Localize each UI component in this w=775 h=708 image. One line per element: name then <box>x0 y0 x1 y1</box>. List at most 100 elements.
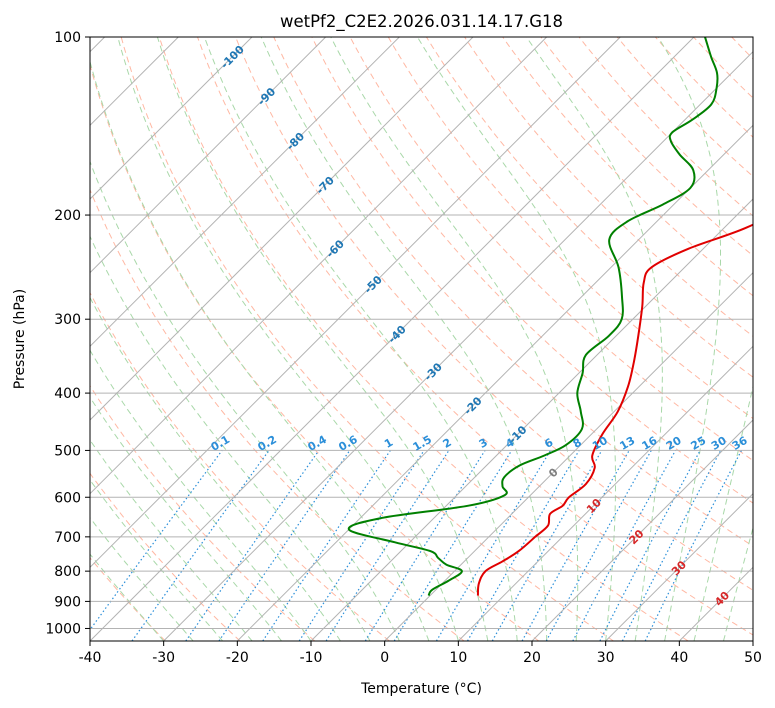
dry-adiabat <box>464 37 753 337</box>
moist-adiabat <box>90 59 430 641</box>
x-tick-label: -40 <box>79 650 102 666</box>
mixing-ratio-line <box>599 450 701 641</box>
dry-adiabat <box>235 37 753 591</box>
dry-adiabat <box>197 37 753 636</box>
mixing-ratio-line <box>185 450 320 641</box>
isotherm-label: -100 <box>218 43 247 72</box>
x-tick-label: 0 <box>380 650 389 666</box>
moist-adiabat <box>90 553 165 641</box>
moist-adiabat <box>203 37 518 641</box>
dry-adiabats <box>90 37 753 641</box>
isotherm-label: 0 <box>546 465 561 480</box>
isotherm-line <box>90 37 400 348</box>
dewpoint-profile-line <box>347 37 719 597</box>
isotherms <box>90 37 753 641</box>
x-tick-label: 50 <box>744 650 762 666</box>
isotherm-line <box>457 345 753 641</box>
moist-adiabat <box>156 37 489 641</box>
moist-adiabat <box>416 37 616 641</box>
mixing-ratio-lines <box>90 450 743 641</box>
y-axis-label: Pressure (hPa) <box>12 289 28 389</box>
isotherm-line <box>90 37 621 569</box>
moist-adiabat <box>90 235 371 641</box>
isotherm-line <box>90 37 695 641</box>
x-tick-label: 10 <box>449 650 467 666</box>
chart-title: wetPf2_C2E2.2026.031.14.17.G18 <box>280 12 563 32</box>
mixing-ratio-line <box>90 450 223 631</box>
isotherm-label: -60 <box>324 237 347 260</box>
y-tick-label: 600 <box>54 490 81 506</box>
x-tick-label: -10 <box>300 650 323 666</box>
isotherm-line <box>236 124 753 641</box>
y-tick-label: 700 <box>54 530 81 546</box>
dry-adiabat <box>273 37 753 547</box>
mixing-ratio-line <box>325 450 450 641</box>
y-tick-label: 1000 <box>45 621 81 637</box>
y-tick-label: 100 <box>54 30 81 46</box>
mixing-ratio-label: 6 <box>542 436 555 451</box>
x-axis-label: Temperature (°C) <box>360 681 482 697</box>
mixing-ratio-label: 2 <box>441 436 454 451</box>
dry-adiabat <box>349 37 753 462</box>
dry-adiabat <box>90 291 390 641</box>
y-tick-label: 400 <box>54 386 81 402</box>
mixing-ratio-label: 1 <box>382 436 395 451</box>
y-axis-ticks: 100 200 300 400 500 600 700 800 900 1000 <box>45 30 90 637</box>
moist-adiabat <box>90 296 341 641</box>
moist-adiabat <box>90 160 400 641</box>
temperature-profile-line <box>476 223 753 596</box>
dry-adiabat <box>616 37 753 178</box>
y-tick-label: 800 <box>54 564 81 580</box>
dry-adiabat <box>693 37 753 99</box>
isotherm-line <box>752 640 753 641</box>
isotherm-line <box>605 492 753 641</box>
moist-adiabat <box>330 37 579 641</box>
moist-adiabat <box>90 349 312 641</box>
moist-adiabat <box>723 526 753 641</box>
x-tick-label: 30 <box>597 650 615 666</box>
profile-series <box>347 37 753 597</box>
isotherm-line <box>531 419 753 641</box>
dry-adiabat <box>90 472 241 641</box>
mixing-ratio-line <box>644 450 743 641</box>
dry-adiabat <box>502 37 753 297</box>
y-tick-label: 200 <box>54 208 81 224</box>
mixing-ratio-line <box>298 450 425 641</box>
isotherm-line <box>163 50 753 641</box>
mixing-ratio-line <box>364 450 486 641</box>
pressure-gridlines <box>90 37 753 629</box>
moist-adiabat <box>260 37 548 641</box>
y-tick-label: 900 <box>54 594 81 610</box>
isotherm-line <box>678 566 753 641</box>
dry-adiabat <box>158 37 689 641</box>
isotherm-line <box>90 37 327 274</box>
isotherm-line <box>310 198 753 641</box>
isotherm-label: -30 <box>422 360 445 383</box>
moist-adiabat <box>90 396 282 641</box>
moist-adiabat <box>525 37 663 641</box>
mixing-ratio-line <box>621 450 722 641</box>
dry-adiabat <box>120 37 614 641</box>
mixing-ratio-line <box>521 450 630 641</box>
moist-adiabat <box>90 516 194 641</box>
moist-adiabat <box>90 479 223 641</box>
dry-adiabat <box>90 384 316 641</box>
mixing-ratio-line <box>572 450 677 641</box>
dry-adiabat <box>387 37 753 420</box>
mixing-ratio-line <box>262 450 391 641</box>
y-tick-label: 500 <box>54 443 81 459</box>
x-tick-label: -30 <box>152 650 175 666</box>
isotherm-label: 10 <box>584 496 604 516</box>
dry-adiabat <box>311 37 753 504</box>
mixing-ratio-line <box>218 450 351 641</box>
isotherm-line <box>90 37 253 200</box>
mixing-ratio-line <box>393 450 513 641</box>
moist-adiabat <box>90 439 253 641</box>
mixing-ratio-line <box>435 450 552 641</box>
isotherm-label: -80 <box>284 130 307 153</box>
x-tick-label: 40 <box>670 650 688 666</box>
isotherm-line <box>384 271 753 641</box>
